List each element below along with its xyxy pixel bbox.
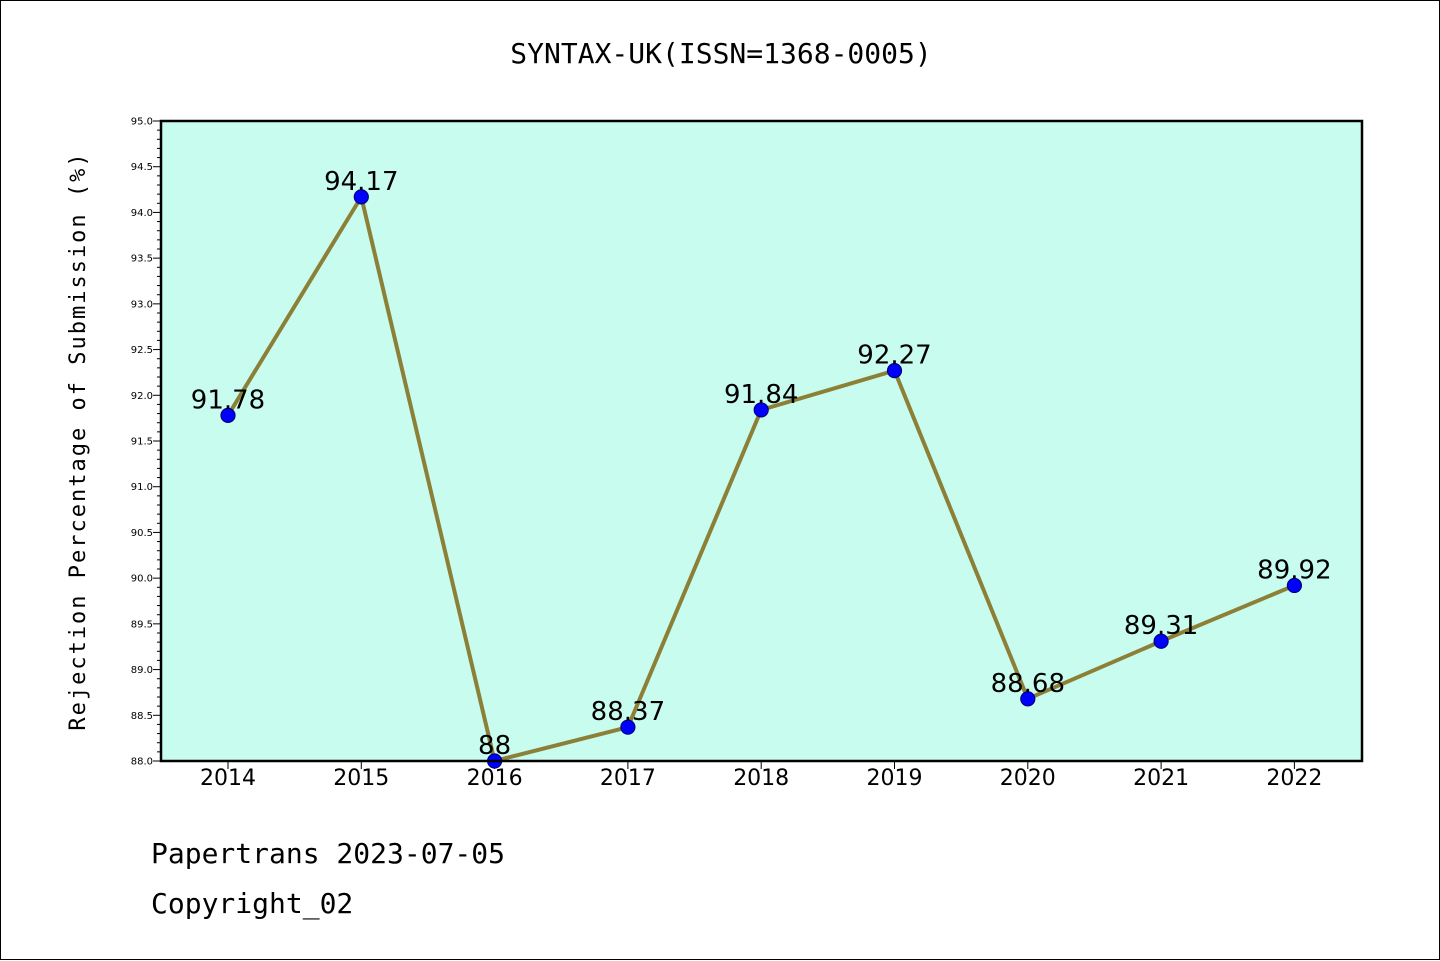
data-point <box>753 402 769 418</box>
y-tick-label: 88.5 <box>131 711 153 722</box>
data-point <box>353 189 369 205</box>
footer-copyright: Copyright_02 <box>151 887 354 920</box>
data-label: 88.37 <box>591 697 665 727</box>
x-axis: 2014 2015 2016 2017 2018 2019 2020 2021 2022 <box>200 761 1322 791</box>
plot-area <box>161 121 1362 761</box>
y-tick-label: 92.0 <box>131 391 153 402</box>
data-point <box>1153 633 1169 649</box>
plot-border <box>159 119 1364 763</box>
y-tick-label: 90.0 <box>131 574 153 585</box>
data-label: 91.84 <box>724 380 798 410</box>
y-tick-label: 89.0 <box>131 665 153 676</box>
y-tick-label: 88.0 <box>131 757 153 768</box>
chart-title: SYNTAX-UK(ISSN=1368-0005) <box>510 37 932 70</box>
data-label: 89.31 <box>1124 611 1198 641</box>
y-tick-label: 89.5 <box>131 619 153 630</box>
x-tick-label: 2019 <box>867 766 923 791</box>
y-axis-label: Rejection Percentage of Submission (%) <box>66 151 91 730</box>
data-label: 92.27 <box>857 341 931 371</box>
data-point <box>886 363 903 379</box>
data-label: 88.68 <box>991 669 1065 699</box>
data-labels: 91.78 94.17 88 88.37 91.84 92.27 88.68 89.31 89.… <box>191 167 1332 761</box>
y-tick-label: 93.0 <box>131 299 153 310</box>
x-tick-label: 2022 <box>1266 766 1322 791</box>
data-label: 89.92 <box>1257 555 1331 585</box>
y-tick-label: 93.5 <box>131 254 153 265</box>
x-tick-label: 2020 <box>1000 766 1056 791</box>
footer-source: Papertrans 2023-07-05 <box>151 837 506 870</box>
y-tick-label: 94.0 <box>131 208 153 219</box>
series-markers <box>220 189 1303 769</box>
x-tick-label: 2016 <box>467 766 523 791</box>
x-tick-label: 2017 <box>600 766 656 791</box>
data-point <box>620 719 636 735</box>
x-tick-label: 2014 <box>200 766 256 791</box>
x-tick-label: 2021 <box>1133 766 1189 791</box>
y-tick-label: 94.5 <box>131 162 153 173</box>
data-label: 94.17 <box>324 167 398 197</box>
x-tick-label: 2015 <box>333 766 389 791</box>
y-tick-label: 90.5 <box>131 528 153 539</box>
x-tick-label: 2018 <box>733 766 789 791</box>
y-axis: 88.0 88.5 89.0 89.5 90.0 90.5 91.0 91.5 92.0 92.5… <box>131 117 161 768</box>
data-label: 91.78 <box>191 385 265 415</box>
data-point <box>1020 691 1036 707</box>
y-tick-label: 91.5 <box>131 437 153 448</box>
data-point <box>220 407 236 423</box>
y-tick-label: 91.0 <box>131 482 153 493</box>
data-label: 88 <box>478 731 511 761</box>
y-tick-label: 92.5 <box>131 345 153 356</box>
data-point <box>1286 577 1303 594</box>
y-tick-label: 95.0 <box>131 117 153 128</box>
